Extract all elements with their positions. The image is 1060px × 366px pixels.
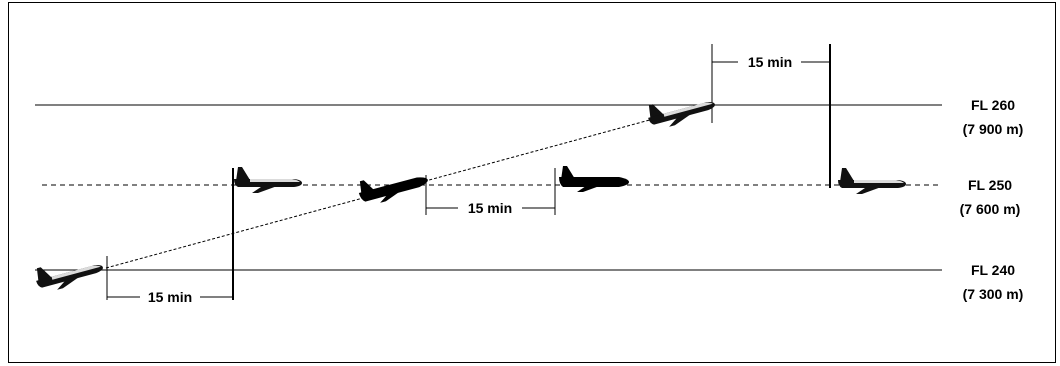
interval-label-2: 15 min [468, 200, 512, 216]
aircraft-climbing-end-icon [645, 88, 718, 132]
interval-label-1: 15 min [148, 289, 192, 305]
fl260-label: FL 260 [971, 97, 1015, 113]
fl240-label: FL 240 [971, 262, 1015, 278]
aircraft-fl250-2-icon [559, 166, 629, 192]
fl240-metric: (7 300 m) [963, 286, 1024, 302]
interval-label-3: 15 min [748, 54, 792, 70]
aircraft-climbing-start-icon [33, 251, 106, 295]
fl250-metric: (7 600 m) [960, 201, 1021, 217]
fl250-label: FL 250 [968, 177, 1012, 193]
fl260-metric: (7 900 m) [963, 121, 1024, 137]
aircraft-climbing-mid-icon [356, 164, 431, 208]
aircraft-fl250-3-icon [838, 168, 906, 194]
aircraft-fl250-1-icon [234, 167, 302, 193]
